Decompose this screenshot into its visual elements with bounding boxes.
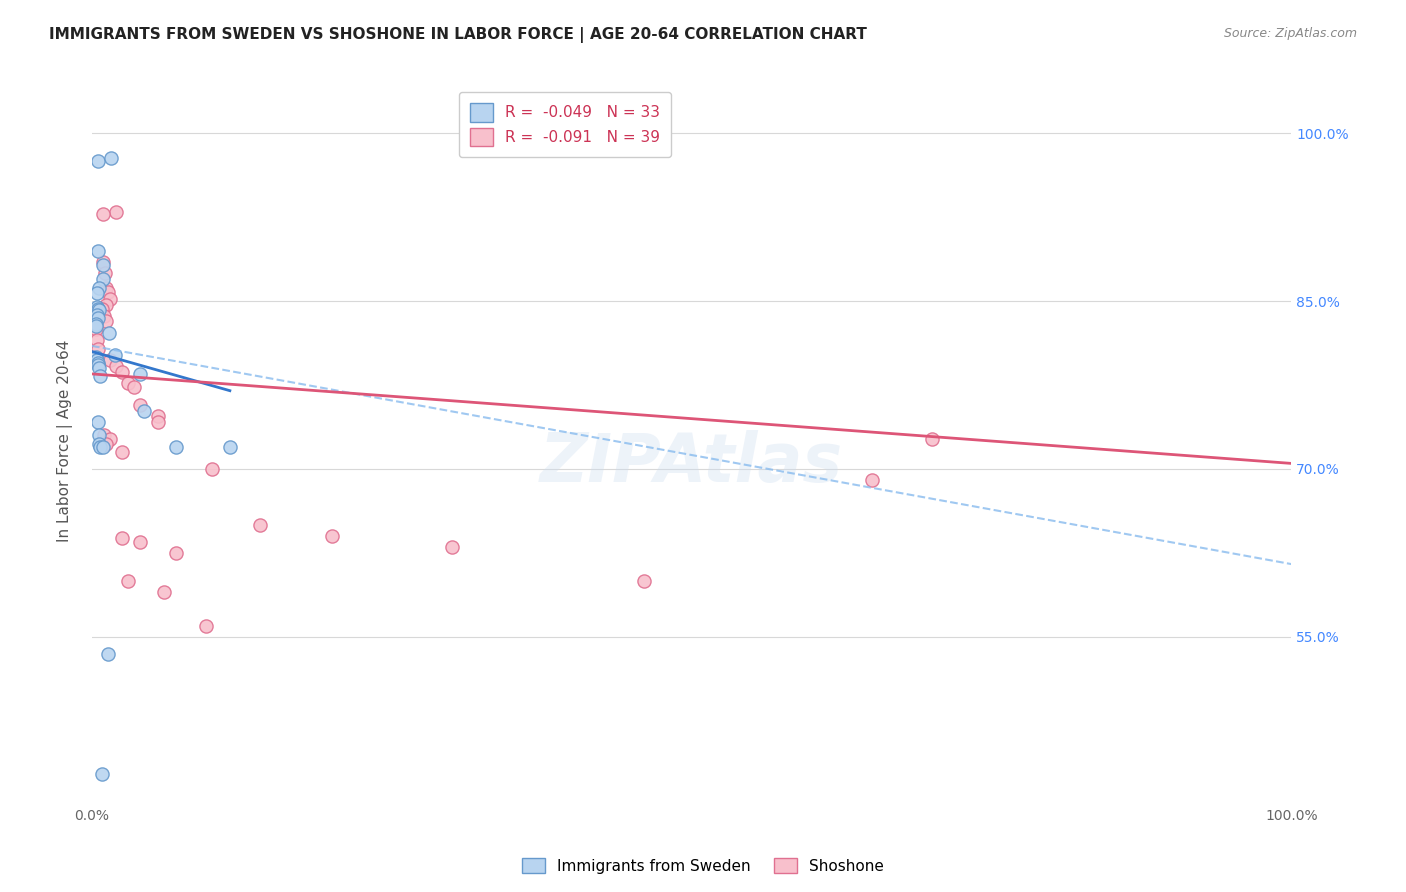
Point (122, 380, 145, 394)
Point (104, 348, 127, 362)
Point (117, 574, 139, 588)
Point (96, 285, 118, 300)
Point (96, 314, 118, 328)
Point (98, 353, 121, 368)
Point (91, 207, 114, 221)
Point (97, 326, 120, 340)
Point (84, 350, 107, 364)
Point (146, 415, 169, 429)
Point (90, 301, 112, 316)
Point (89, 281, 111, 295)
Point (89, 303, 111, 318)
Point (321, 529, 343, 543)
Point (87, 310, 110, 325)
Point (90, 767, 112, 781)
Point (104, 359, 127, 373)
Point (91, 272, 114, 286)
Point (921, 432, 943, 446)
Text: ZIPAtlas: ZIPAtlas (540, 430, 844, 496)
Point (89, 437, 111, 451)
Point (87, 415, 110, 429)
Point (89, 428, 111, 442)
Point (153, 585, 176, 599)
Point (100, 151, 122, 165)
Point (86, 353, 108, 368)
Point (93, 309, 115, 323)
Point (87, 343, 110, 357)
Point (84, 322, 107, 336)
Point (165, 440, 187, 454)
Point (89, 369, 111, 384)
Point (93, 428, 115, 442)
Point (194, 618, 217, 632)
Point (91, 440, 114, 454)
Point (129, 534, 152, 549)
Point (87, 358, 110, 372)
Point (87, 356, 110, 370)
Point (91, 259, 114, 273)
Y-axis label: In Labor Force | Age 20-64: In Labor Force | Age 20-64 (58, 340, 73, 542)
Point (84, 318, 107, 333)
Text: Source: ZipAtlas.com: Source: ZipAtlas.com (1223, 27, 1357, 40)
Point (218, 440, 240, 454)
Point (129, 367, 152, 381)
Legend: R =  -0.049   N = 33, R =  -0.091   N = 39: R = -0.049 N = 33, R = -0.091 N = 39 (460, 93, 671, 157)
Point (86, 286, 108, 301)
Point (96, 281, 118, 295)
Text: IMMIGRANTS FROM SWEDEN VS SHOSHONE IN LABOR FORCE | AGE 20-64 CORRELATION CHART: IMMIGRANTS FROM SWEDEN VS SHOSHONE IN LA… (49, 27, 868, 43)
Point (129, 398, 152, 412)
Point (84, 317, 107, 331)
Point (117, 376, 139, 390)
Point (96, 647, 118, 661)
Point (87, 244, 110, 258)
Point (94, 266, 117, 280)
Legend: Immigrants from Sweden, Shoshone: Immigrants from Sweden, Shoshone (516, 852, 890, 880)
Point (249, 517, 271, 532)
Point (87, 154, 110, 169)
Point (98, 432, 121, 446)
Point (104, 204, 127, 219)
Point (165, 546, 187, 560)
Point (96, 437, 118, 451)
Point (89, 440, 111, 454)
Point (111, 365, 134, 379)
Point (87, 301, 110, 316)
Point (633, 574, 655, 588)
Point (146, 409, 169, 424)
Point (440, 541, 463, 555)
Point (86, 300, 108, 314)
Point (201, 462, 224, 476)
Point (89, 361, 111, 376)
Point (86, 334, 108, 348)
Point (111, 532, 134, 546)
Point (86, 308, 108, 322)
Point (98, 292, 121, 306)
Point (111, 445, 134, 459)
Point (860, 473, 883, 487)
Point (96, 297, 118, 311)
Point (91, 255, 114, 269)
Point (132, 404, 155, 418)
